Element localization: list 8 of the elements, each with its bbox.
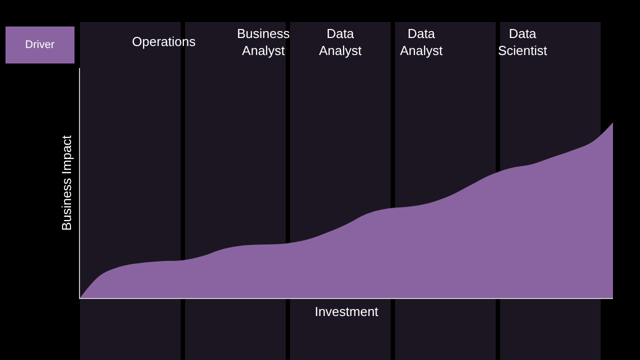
text: Driver [25,39,55,51]
text: Data Analyst [319,26,362,58]
text: Data Analyst [400,26,444,58]
text: Business Analyst [237,26,290,58]
x-axis-title: Investment [314,304,379,319]
y-axis-title: Business Impact [58,134,74,231]
text: Operations [132,34,196,49]
text: Data Scientist [498,26,548,58]
